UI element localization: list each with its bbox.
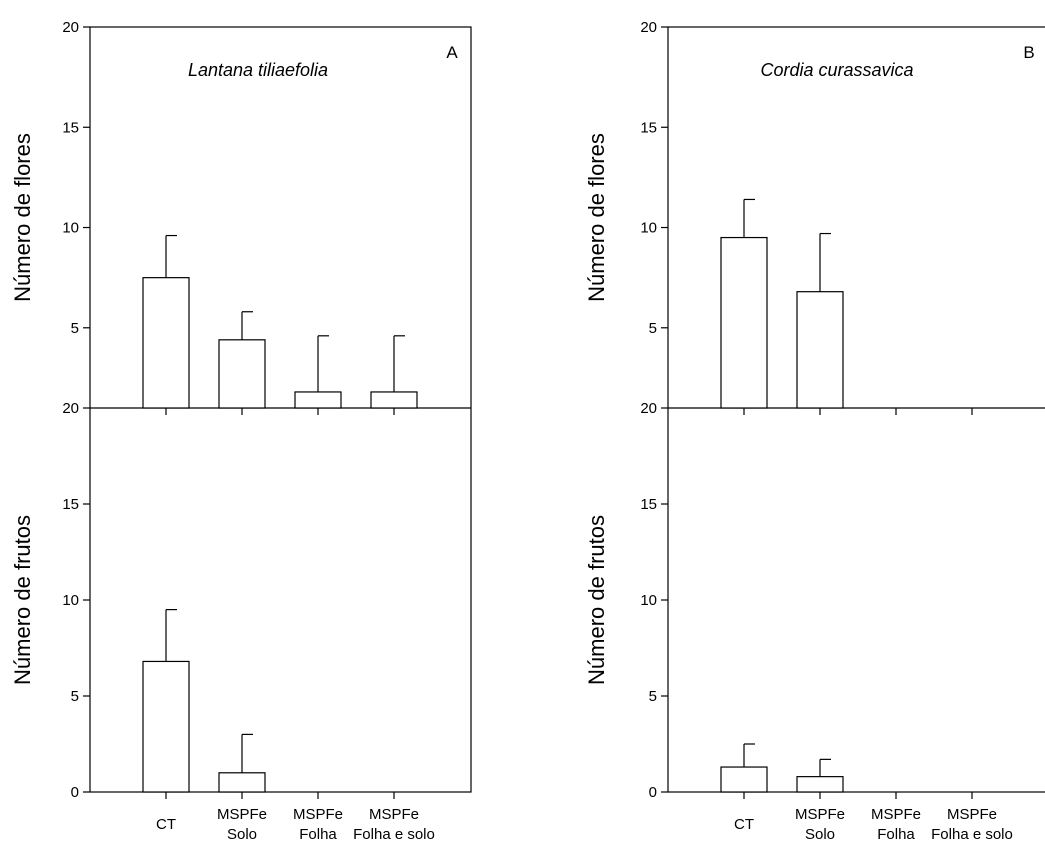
panel-b-letter: B	[1023, 43, 1034, 62]
panel-a-flores-ytick-label: 5	[71, 320, 79, 337]
panel-b-category-label: CT	[734, 816, 754, 833]
panel-b-title: Cordia curassavica	[760, 60, 913, 80]
panel-a-frutos-ytick-label: 15	[62, 496, 79, 513]
panel-a-title: Lantana tiliaefolia	[188, 60, 328, 80]
panel-b-flores-ytick-label: 20	[640, 19, 657, 36]
panel-b-flores-ytick-label: 10	[640, 220, 657, 237]
panel-a-letter: A	[446, 43, 458, 62]
panel-a-frutos-ytick-label: 5	[71, 688, 79, 705]
panel-a-flores-ytick-label: 15	[62, 119, 79, 136]
panel-a-frutos-bar	[218, 772, 266, 793]
panel-a-category-label: MSPFe Solo	[217, 806, 267, 843]
panel-b-frutos-bar	[796, 776, 844, 793]
panel-a-frutos-ylabel: Número de frutos	[10, 515, 35, 685]
panel-a-category-label: CT	[156, 816, 176, 833]
panel-b-frutos-bar	[720, 766, 768, 793]
panel-a-frutos-bar	[142, 660, 190, 793]
panel-b-category-label: MSPFe Folha	[871, 806, 921, 843]
panel-a-frutos-ytick-label: 10	[62, 592, 79, 609]
panel-b: Cordia curassavica B 5 10 15 20 20 Número de fl…	[584, 19, 1045, 843]
panel-a-frame	[89, 26, 472, 793]
panel-a-category-label: MSPFe Folha e solo	[353, 806, 435, 843]
panel-a-frutos-ytick-label: 0	[71, 784, 79, 801]
panel-b-category-label: MSPFe Solo	[795, 806, 845, 843]
panel-b-flores-bar	[720, 236, 768, 409]
panel-b-flores-ytick-label: 15	[640, 119, 657, 136]
panel-b-frutos-ytick-label: 0	[649, 784, 657, 801]
panel-b-frame	[667, 26, 1045, 793]
panel-a-flores-bar	[218, 339, 266, 409]
panel-a-category-label: MSPFe Folha	[293, 806, 343, 843]
panel-b-frutos-ytick-label: 5	[649, 688, 657, 705]
panel-b-flores-ytick-label: 20	[640, 400, 657, 417]
panel-b-frutos-ytick-label: 10	[640, 592, 657, 609]
panel-a-flores-bar	[294, 391, 342, 409]
panel-b-category-label: MSPFe Folha e solo	[931, 806, 1013, 843]
panel-a-flores-ylabel: Número de flores	[10, 133, 35, 302]
panel-a: Lantana tiliaefolia A 5 10 15 20 20 Número de f…	[10, 19, 472, 843]
panel-a-flores-bar	[142, 277, 190, 409]
panel-b-frutos-ytick-label: 15	[640, 496, 657, 513]
panel-b-flores-ylabel: Número de flores	[584, 133, 609, 302]
panel-a-flores-ytick-label: 20	[62, 400, 79, 417]
panel-b-frutos-ylabel: Número de frutos	[584, 515, 609, 685]
panel-a-flores-ytick-label: 20	[62, 19, 79, 36]
panel-b-flores-bar	[796, 291, 844, 409]
panel-a-flores-bar	[370, 391, 418, 409]
panel-a-flores-ytick-label: 10	[62, 220, 79, 237]
panel-b-flores-ytick-label: 5	[649, 320, 657, 337]
